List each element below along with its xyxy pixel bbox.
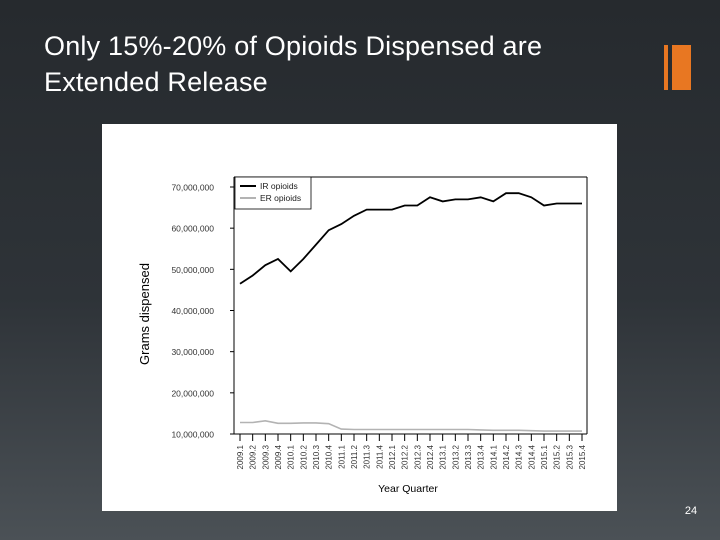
x-tick-label: 2012.2 xyxy=(401,444,410,469)
legend: IR opioids ER opioids xyxy=(234,176,312,210)
x-tick-label: 2009.2 xyxy=(249,444,258,469)
x-tick-label: 2009.4 xyxy=(274,444,283,469)
accent-bar-thin xyxy=(664,45,668,90)
x-tick-label: 2012.1 xyxy=(388,444,397,469)
y-tick-label: 10,000,000 xyxy=(171,430,214,440)
chart-axes xyxy=(233,176,588,435)
x-tick-label: 2014.3 xyxy=(515,444,524,469)
x-tick-label: 2010.3 xyxy=(312,444,321,469)
series-line-ir-opioids xyxy=(239,192,582,285)
accent-bar-thick xyxy=(672,45,691,90)
page-number: 24 xyxy=(684,505,698,517)
x-tick-label: 2011.3 xyxy=(363,444,372,468)
x-tick-label: 2009.3 xyxy=(261,444,270,469)
x-tick-label: 2013.2 xyxy=(451,444,460,469)
x-tick-label: 2013.3 xyxy=(464,444,473,469)
line-chart: 70,000,000 60,000,000 50,000,000 40,000,000… xyxy=(137,176,588,495)
y-tick-label: 30,000,000 xyxy=(171,347,214,357)
x-tick-label: 2014.1 xyxy=(489,444,498,469)
x-tick-label: 2015.1 xyxy=(540,444,549,469)
y-tick-label: 50,000,000 xyxy=(171,265,214,275)
chart-panel: 70,000,000 60,000,000 50,000,000 40,000,000… xyxy=(102,124,617,511)
x-axis-label: Year Quarter xyxy=(378,483,438,495)
series-lines xyxy=(239,192,582,432)
x-tick-label: 2013.4 xyxy=(477,444,486,469)
x-tick-label: 2015.4 xyxy=(578,444,587,469)
x-tick-label: 2012.4 xyxy=(426,444,435,469)
legend-label: ER opioids xyxy=(260,193,301,203)
y-tick-label: 20,000,000 xyxy=(171,388,214,398)
y-tick-label: 70,000,000 xyxy=(171,183,214,193)
slide-title: Only 15%-20% of Opioids Dispensed are Ex… xyxy=(44,31,543,97)
x-tick-label: 2011.2 xyxy=(350,444,359,468)
x-axis-ticks: 2009.1 2009.2 2009.3 2009.4 2010.1 2010.2 2010… xyxy=(236,434,587,469)
y-tick-label: 60,000,000 xyxy=(171,224,214,234)
x-tick-label: 2014.2 xyxy=(502,444,511,469)
x-tick-label: 2009.1 xyxy=(236,444,245,469)
x-tick-label: 2011.4 xyxy=(375,444,384,468)
y-tick-label: 40,000,000 xyxy=(171,306,214,316)
x-tick-label: 2010.2 xyxy=(299,444,308,469)
legend-label: IR opioids xyxy=(260,181,298,191)
x-tick-label: 2010.1 xyxy=(287,444,296,469)
x-tick-label: 2014.4 xyxy=(527,444,536,469)
x-tick-label: 2010.4 xyxy=(325,444,334,469)
y-axis-label: Grams dispensed xyxy=(137,263,152,365)
series-line-er-opioids xyxy=(240,419,582,432)
x-tick-label: 2013.1 xyxy=(439,444,448,469)
x-tick-label: 2015.3 xyxy=(565,444,574,469)
x-tick-label: 2012.3 xyxy=(413,444,422,469)
legend-box xyxy=(234,176,312,210)
x-tick-label: 2015.2 xyxy=(553,444,562,469)
y-axis-ticks: 70,000,000 60,000,000 50,000,000 40,000,000… xyxy=(171,183,234,440)
x-tick-label: 2011.1 xyxy=(337,444,346,468)
